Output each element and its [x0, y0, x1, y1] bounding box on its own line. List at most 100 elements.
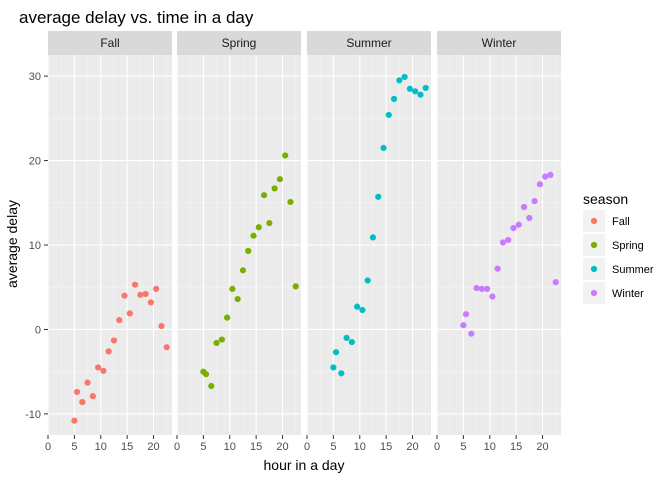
point-summer	[359, 306, 366, 314]
point-summer	[330, 364, 337, 371]
point-summer	[385, 111, 392, 119]
point-fall	[121, 292, 128, 299]
y-axis: -10 0 10 20 30	[25, 71, 48, 421]
point-fall	[142, 290, 149, 298]
point-spring	[208, 382, 215, 390]
point-fall	[147, 299, 154, 306]
point-winter	[552, 279, 559, 286]
point-spring	[255, 224, 262, 231]
y-tick-label: 30	[29, 71, 41, 83]
point-winter	[460, 322, 467, 329]
point-summer	[343, 334, 350, 341]
point-winter	[510, 225, 517, 232]
x-tick-label: 0	[434, 441, 440, 453]
legend-label: Summer	[612, 264, 654, 276]
x-tick-label: 20	[276, 441, 288, 453]
point-fall	[84, 379, 91, 386]
x-tick-label: 10	[95, 441, 107, 453]
point-winter	[505, 236, 512, 244]
panel-winter: Winter 0 5 10 15 20	[434, 31, 561, 453]
x-tick-label: 0	[174, 441, 180, 453]
x-tick-label: 0	[304, 441, 310, 453]
x-tick-label: 15	[121, 441, 133, 453]
x-tick-label: 5	[330, 441, 336, 453]
point-fall	[126, 310, 133, 317]
point-spring	[229, 285, 236, 293]
strip-label-spring: Spring	[222, 36, 257, 50]
point-summer	[422, 84, 429, 92]
point-winter	[547, 171, 554, 179]
legend-item-summer: Summer	[583, 258, 654, 280]
legend-title: season	[583, 191, 628, 207]
point-spring	[234, 295, 241, 303]
point-winter	[520, 203, 528, 211]
point-spring	[276, 176, 283, 183]
point-winter	[489, 293, 496, 300]
strip-label-summer: Summer	[346, 36, 391, 50]
y-tick-label: -10	[25, 409, 41, 421]
x-tick-label: 20	[406, 441, 418, 453]
point-fall	[95, 364, 102, 371]
x-tick-label: 10	[484, 441, 496, 453]
x-tick-label: 10	[354, 441, 366, 453]
point-fall	[137, 291, 144, 298]
legend-label: Winter	[612, 288, 644, 300]
x-tick-label: 15	[510, 441, 522, 453]
legend-label: Spring	[612, 240, 644, 252]
point-summer	[332, 349, 340, 356]
strip-label-winter: Winter	[482, 36, 517, 50]
point-summer	[354, 303, 361, 310]
x-tick-label: 15	[380, 441, 392, 453]
point-summer	[364, 277, 371, 284]
point-spring	[287, 198, 294, 206]
point-spring	[292, 283, 299, 290]
point-summer	[348, 339, 355, 346]
legend-item-winter: Winter	[583, 282, 644, 304]
point-winter	[473, 284, 480, 292]
x-tick-label: 20	[147, 441, 159, 453]
strip-summer	[307, 31, 431, 55]
legend-key-point	[590, 289, 598, 297]
point-winter	[484, 285, 491, 293]
x-tick-label: 5	[460, 441, 466, 453]
panel-fall: Fall 0 5 10 15 20	[45, 31, 172, 453]
x-tick-label: 0	[45, 441, 51, 453]
point-winter	[494, 265, 501, 272]
legend: season Fall Spring Summer Winter	[583, 191, 654, 304]
point-fall	[105, 348, 112, 355]
point-spring	[260, 192, 268, 199]
point-winter	[499, 239, 507, 246]
point-summer	[396, 77, 403, 84]
point-fall	[79, 398, 86, 406]
facet-panels: Fall 0 5 10 15 20 Spring 0 5 10 15 20 Summer 0 5 10 15 20…	[25, 31, 561, 453]
legend-item-fall: Fall	[583, 210, 630, 232]
chart-title: average delay vs. time in a day	[19, 8, 254, 27]
point-winter	[526, 214, 533, 222]
point-summer	[417, 91, 424, 98]
point-spring	[250, 232, 257, 239]
y-tick-label: 0	[35, 324, 41, 336]
point-spring	[245, 247, 252, 255]
point-winter	[462, 311, 470, 318]
x-tick-label: 10	[224, 441, 236, 453]
point-fall	[100, 367, 107, 374]
point-winter	[478, 285, 485, 293]
legend-key-point	[590, 265, 598, 273]
point-summer	[401, 73, 408, 81]
point-fall	[110, 337, 118, 344]
legend-label: Fall	[612, 216, 630, 228]
legend-key-point	[590, 241, 598, 249]
point-fall	[89, 393, 96, 400]
point-spring	[239, 267, 247, 274]
strip-label-fall: Fall	[100, 36, 119, 50]
panel-summer: Summer 0 5 10 15 20	[304, 31, 431, 453]
point-fall	[71, 417, 78, 424]
x-tick-label: 5	[71, 441, 77, 453]
point-summer	[338, 370, 345, 377]
y-axis-title: average delay	[4, 200, 20, 288]
point-fall	[153, 285, 160, 293]
point-winter	[515, 221, 522, 228]
point-fall	[73, 388, 81, 396]
strip-fall	[48, 31, 172, 55]
